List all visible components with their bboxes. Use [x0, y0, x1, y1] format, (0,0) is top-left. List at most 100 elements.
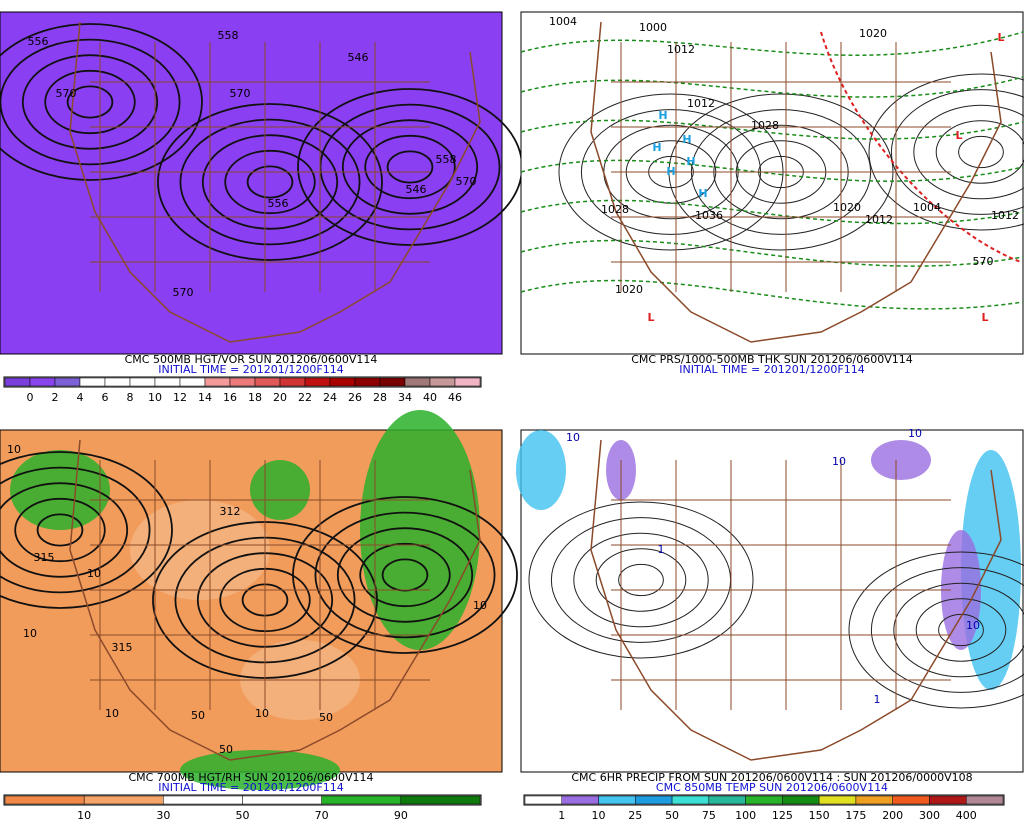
contour	[224, 149, 316, 215]
colorbar-swatch	[454, 377, 481, 387]
colorbar-swatch	[598, 795, 636, 805]
colorbar-swatch	[855, 795, 893, 805]
colorbar-swatch	[129, 377, 156, 387]
contour-label: 10	[566, 431, 580, 444]
contour	[359, 542, 451, 608]
thickness-contour	[520, 279, 1024, 310]
contour	[0, 466, 151, 594]
colorbar-label: 10	[148, 391, 162, 404]
contour	[0, 482, 129, 578]
colorbar-label: 46	[448, 391, 462, 404]
colorbar-swatch	[524, 795, 563, 805]
colorbar-swatch	[354, 377, 381, 387]
pressure-center: L	[955, 129, 962, 142]
contour-label: 1020	[833, 201, 861, 214]
contour	[935, 120, 1024, 184]
contour-label: 315	[112, 641, 133, 654]
colorbar-label: 24	[323, 391, 337, 404]
contour-label: 315	[34, 551, 55, 564]
contour-label: 10	[23, 627, 37, 640]
colorbar-swatch	[561, 795, 599, 805]
colorbar-label: 20	[273, 391, 287, 404]
contour-label: 1028	[601, 203, 629, 216]
thickness-contour	[520, 159, 1024, 182]
caption: CMC 500MB HGT/VOR SUN 201206/0600V114	[125, 353, 378, 366]
colorbar-swatch	[4, 377, 31, 387]
precip-area	[941, 530, 981, 650]
contour-label: 1020	[615, 283, 643, 296]
colorbar-swatch	[83, 795, 164, 805]
colorbar-label: 2	[52, 391, 59, 404]
contour-label: 10	[473, 599, 487, 612]
contour	[386, 150, 434, 184]
colorbar-swatch	[708, 795, 746, 805]
contour-label: 10	[832, 455, 846, 468]
colorbar-swatch	[254, 377, 281, 387]
thickness-contour	[520, 76, 1024, 98]
colorbar-swatch	[104, 377, 131, 387]
colorbar-label: 8	[127, 391, 134, 404]
contour	[573, 532, 709, 628]
contour	[246, 165, 294, 199]
pressure-center: H	[682, 133, 691, 146]
caption: CMC 6HR PRECIP FROM SUN 201206/0600V114 …	[571, 771, 972, 784]
panel: 10 315 10 315 50 10 50 10 10 10 312 50 CMC 700MB HGT…	[0, 410, 518, 819]
map-background	[520, 11, 1024, 355]
contour-label: 570	[230, 87, 251, 100]
contour-label: 1028	[751, 119, 779, 132]
pressure-center: H	[698, 187, 707, 200]
colorbar-label: 75	[702, 809, 716, 819]
contour-label: 570	[56, 87, 77, 100]
caption: CMC PRS/1000-500MB THK SUN 201206/0600V1…	[631, 353, 912, 366]
colorbar-label: 200	[882, 809, 903, 819]
contour	[341, 119, 479, 215]
colorbar-label: 90	[394, 809, 408, 819]
thickness-contour	[520, 199, 1024, 225]
contour	[66, 85, 114, 119]
colorbar-label: 14	[198, 391, 212, 404]
contour	[870, 567, 1024, 693]
precip-area	[871, 440, 931, 480]
contour-label: 1012	[865, 213, 893, 226]
colorbar-label: 50	[236, 809, 250, 819]
contour-label: 10	[105, 707, 119, 720]
colorbar-label: 100	[735, 809, 756, 819]
colorbar-swatch	[400, 795, 481, 805]
contour-label: 1004	[913, 201, 941, 214]
colorbar-swatch	[404, 377, 431, 387]
colorbar-swatch	[379, 377, 406, 387]
colorbar-label: 28	[373, 391, 387, 404]
humidity-area	[250, 460, 310, 520]
contour-label: 50	[219, 743, 233, 756]
pressure-center: H	[686, 155, 695, 168]
contour	[14, 497, 106, 563]
coastline	[69, 439, 481, 761]
pressure-center: L	[647, 311, 654, 324]
colorbar-swatch	[892, 795, 930, 805]
contour	[292, 496, 518, 654]
contour	[595, 548, 687, 612]
contour	[528, 501, 754, 659]
colorbar-label: 4	[77, 391, 84, 404]
contour	[314, 511, 496, 639]
colorbar-label: 16	[223, 391, 237, 404]
contour-label: 1000	[639, 21, 667, 34]
pressure-center: H	[666, 165, 675, 178]
initial-time: INITIAL TIME = 201201/1200F114	[158, 781, 343, 794]
contour	[915, 598, 1007, 662]
colorbar-label: 12	[173, 391, 187, 404]
contour-label: 50	[319, 711, 333, 724]
colorbar-swatch	[929, 795, 967, 805]
coastline	[69, 21, 481, 343]
pressure-center: H	[652, 141, 661, 154]
colorbar-label: 400	[956, 809, 977, 819]
colorbar-swatch	[279, 377, 306, 387]
contour	[893, 582, 1024, 678]
colorbar-label: 175	[845, 809, 866, 819]
contour	[157, 103, 383, 261]
contour-label: 556	[28, 35, 49, 48]
colorbar-label: 34	[398, 391, 412, 404]
contour-label: 10	[87, 567, 101, 580]
